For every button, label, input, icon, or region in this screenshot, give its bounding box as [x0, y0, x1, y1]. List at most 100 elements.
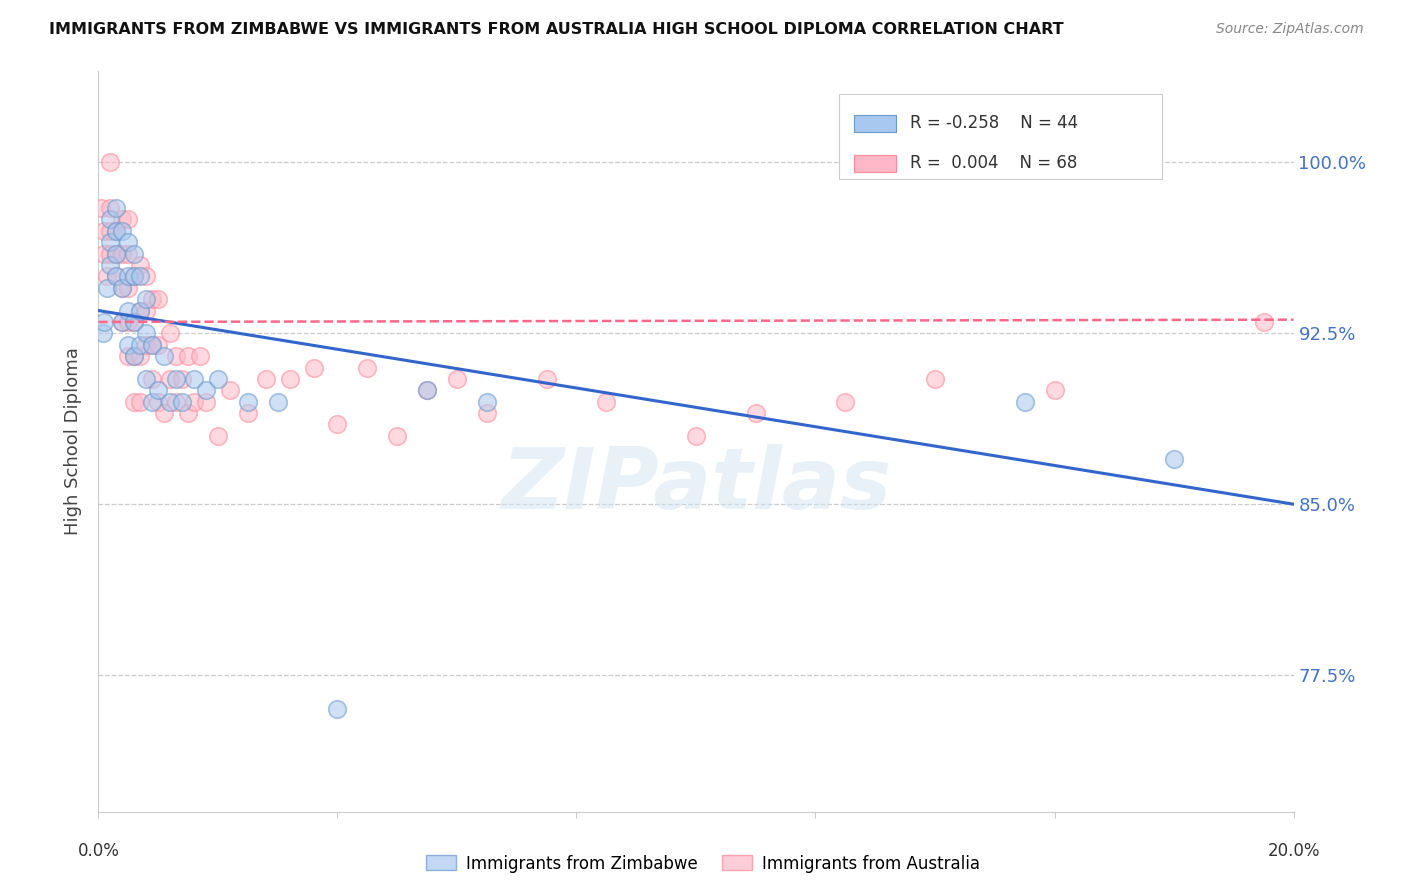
Point	[177, 349, 200, 363]
Point	[685, 429, 707, 443]
Point	[153, 349, 176, 363]
Point	[207, 429, 229, 443]
Point	[129, 258, 152, 272]
Point	[117, 349, 139, 363]
Point	[148, 337, 170, 351]
Point	[188, 349, 211, 363]
Point	[183, 394, 205, 409]
Text: R =  0.004    N = 68: R = 0.004 N = 68	[910, 154, 1077, 172]
Point	[105, 224, 128, 238]
Point	[98, 155, 122, 169]
Point	[98, 258, 122, 272]
Point	[135, 292, 157, 306]
Point	[105, 201, 128, 215]
Point	[834, 394, 856, 409]
Point	[159, 394, 181, 409]
Y-axis label: High School Diploma: High School Diploma	[65, 348, 83, 535]
Point	[124, 269, 146, 284]
Point	[105, 269, 128, 284]
Point	[124, 349, 146, 363]
Point	[135, 372, 157, 386]
Point	[236, 406, 259, 420]
Point	[124, 349, 146, 363]
Point	[124, 269, 146, 284]
Point	[111, 315, 134, 329]
Point	[924, 372, 946, 386]
Point	[219, 384, 242, 398]
FancyBboxPatch shape	[853, 155, 896, 171]
Point	[446, 372, 468, 386]
Text: 20.0%: 20.0%	[1267, 842, 1320, 860]
Point	[93, 315, 115, 329]
Point	[416, 384, 439, 398]
Point	[96, 281, 118, 295]
Point	[117, 246, 139, 260]
Point	[111, 281, 134, 295]
Point	[111, 224, 134, 238]
Point	[111, 281, 134, 295]
FancyBboxPatch shape	[839, 94, 1163, 178]
Text: ZIPatlas: ZIPatlas	[501, 444, 891, 527]
Point	[385, 429, 409, 443]
Point	[117, 212, 139, 227]
Point	[165, 372, 187, 386]
Point	[195, 394, 218, 409]
Text: R = -0.258    N = 44: R = -0.258 N = 44	[910, 114, 1078, 132]
Point	[278, 372, 301, 386]
Point	[1253, 315, 1275, 329]
Point	[117, 281, 139, 295]
Point	[98, 212, 122, 227]
Point	[105, 269, 128, 284]
Point	[105, 246, 128, 260]
Point	[124, 246, 146, 260]
Point	[90, 201, 112, 215]
Text: 0.0%: 0.0%	[77, 842, 120, 860]
Point	[165, 394, 187, 409]
Point	[93, 246, 115, 260]
Point	[416, 384, 439, 398]
Legend: Immigrants from Zimbabwe, Immigrants from Australia: Immigrants from Zimbabwe, Immigrants fro…	[419, 848, 987, 880]
Point	[117, 337, 139, 351]
Point	[159, 326, 181, 341]
Point	[124, 394, 146, 409]
Point	[141, 337, 163, 351]
Point	[159, 372, 181, 386]
Point	[1014, 394, 1036, 409]
Point	[1043, 384, 1066, 398]
Point	[254, 372, 277, 386]
Point	[172, 372, 194, 386]
Point	[236, 394, 259, 409]
Point	[111, 212, 134, 227]
Point	[302, 360, 325, 375]
Point	[595, 394, 617, 409]
Point	[148, 384, 170, 398]
Point	[475, 394, 498, 409]
Point	[129, 349, 152, 363]
Point	[93, 224, 115, 238]
Point	[141, 337, 163, 351]
Point	[135, 326, 157, 341]
Point	[148, 292, 170, 306]
Point	[129, 394, 152, 409]
Point	[183, 372, 205, 386]
Point	[326, 417, 349, 432]
Point	[267, 394, 290, 409]
Point	[165, 349, 187, 363]
Point	[117, 235, 139, 250]
Point	[141, 372, 163, 386]
Point	[135, 269, 157, 284]
Point	[105, 246, 128, 260]
Point	[745, 406, 768, 420]
Point	[96, 269, 118, 284]
Point	[207, 372, 229, 386]
Point	[141, 394, 163, 409]
Point	[98, 246, 122, 260]
Point	[129, 269, 152, 284]
Point	[117, 315, 139, 329]
Point	[141, 292, 163, 306]
Point	[129, 337, 152, 351]
Point	[105, 224, 128, 238]
Point	[98, 224, 122, 238]
Point	[172, 394, 194, 409]
Point	[117, 303, 139, 318]
